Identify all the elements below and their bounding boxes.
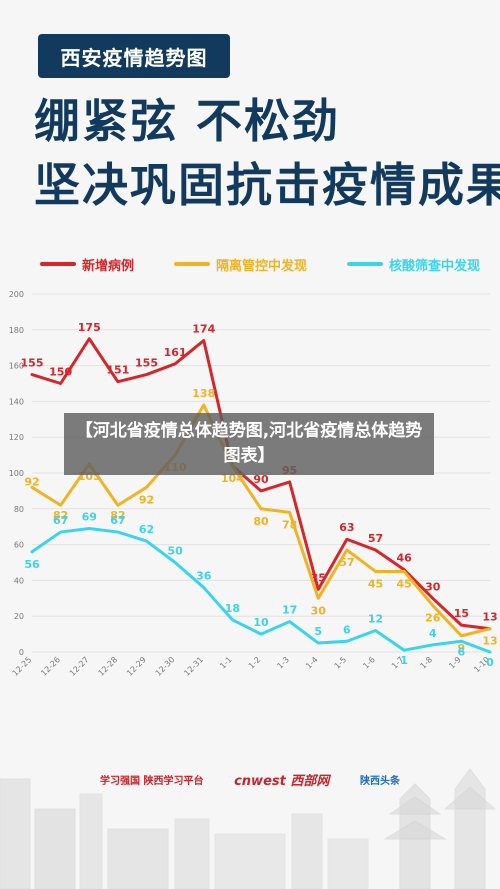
data-label: 9 xyxy=(458,642,466,655)
data-label: 5 xyxy=(314,625,322,638)
y-tick-label: 120 xyxy=(9,433,24,442)
data-label: 80 xyxy=(253,515,269,528)
data-label: 155 xyxy=(21,357,44,370)
data-label: 63 xyxy=(339,521,354,534)
legend-swatch xyxy=(40,262,76,266)
x-tick-label: 12-30 xyxy=(154,655,177,678)
data-label: 45 xyxy=(368,577,383,590)
x-tick-label: 1-6 xyxy=(361,655,377,671)
data-label: 82 xyxy=(110,509,125,522)
y-tick-label: 160 xyxy=(9,362,24,371)
x-tick-label: 1-8 xyxy=(419,655,435,671)
data-label: 92 xyxy=(139,493,154,506)
cnwest-logo: cnwest 西部网 xyxy=(234,774,330,789)
footer-logos: 学习强国 陕西学习平台 cnwest 西部网 陕西头条 xyxy=(100,770,400,789)
x-tick-label: 1-4 xyxy=(304,655,320,671)
y-tick-label: 200 xyxy=(9,290,24,299)
data-label: 138 xyxy=(192,387,215,400)
data-label: 69 xyxy=(82,510,97,523)
legend-label: 新增病例 xyxy=(82,258,135,274)
y-tick-label: 140 xyxy=(9,397,24,406)
x-tick-label: 12-31 xyxy=(182,655,205,678)
x-tick-label: 1-1 xyxy=(218,655,234,671)
data-label: 174 xyxy=(192,323,215,336)
data-label: 67 xyxy=(110,514,125,527)
x-tick-label: 1-5 xyxy=(333,655,349,671)
legend-label: 核酸筛查中发现 xyxy=(388,258,480,274)
legend-item-0: 新增病例 xyxy=(40,255,134,274)
data-label: 6 xyxy=(458,645,466,658)
data-label: 15 xyxy=(454,607,469,620)
x-tick-label: 1-2 xyxy=(247,655,263,671)
y-tick-label: 20 xyxy=(14,612,24,621)
data-label: 104 xyxy=(221,472,244,485)
data-label: 30 xyxy=(425,580,441,593)
x-tick-label: 12-29 xyxy=(125,655,148,678)
y-tick-label: 80 xyxy=(14,505,24,514)
data-label: 62 xyxy=(139,523,154,536)
data-label: 78 xyxy=(282,518,297,531)
header-tag: 西安疫情趋势图 xyxy=(38,34,230,78)
y-tick-label: 180 xyxy=(9,326,24,335)
overlay-caption: 【河北省疫情总体趋势图,河北省疫情总体趋势图表】 xyxy=(64,413,434,475)
headline-line-2: 坚决巩固抗击疫情成果 xyxy=(34,158,500,212)
data-label: 150 xyxy=(49,366,72,379)
data-label: 56 xyxy=(24,558,40,571)
x-tick-label: 1-3 xyxy=(275,655,291,671)
data-label: 92 xyxy=(24,475,39,488)
data-label: 151 xyxy=(106,364,129,377)
legend-swatch xyxy=(346,262,383,266)
y-tick-label: 100 xyxy=(9,469,24,478)
xuexi-logo: 学习强国 陕西学习平台 xyxy=(100,776,204,787)
y-tick-label: 60 xyxy=(14,541,24,550)
x-tick-label: 12-28 xyxy=(96,655,119,678)
city-skyline-illustration xyxy=(0,768,497,889)
series-line-0 xyxy=(30,337,492,631)
data-label: 12 xyxy=(368,613,383,626)
data-label: 82 xyxy=(53,509,68,522)
data-label: 161 xyxy=(164,346,187,359)
legend-item-1: 隔离管控中发现 xyxy=(173,255,307,274)
data-label: 50 xyxy=(167,545,183,558)
data-label: 10 xyxy=(253,616,269,629)
data-label: 1 xyxy=(400,654,408,667)
data-label: 45 xyxy=(396,577,411,590)
data-label: 17 xyxy=(282,604,297,617)
x-tick-label: 12-25 xyxy=(11,655,34,678)
legend-item-2: 核酸筛查中发现 xyxy=(346,255,480,274)
data-label: 13 xyxy=(482,635,497,648)
data-label: 57 xyxy=(368,532,383,545)
series-line-2 xyxy=(30,526,492,654)
data-label: 4 xyxy=(429,627,437,640)
data-label: 35 xyxy=(311,571,326,584)
legend-label: 隔离管控中发现 xyxy=(215,258,307,274)
y-tick-label: 40 xyxy=(14,576,24,585)
data-label: 30 xyxy=(311,604,327,617)
data-label: 46 xyxy=(396,552,412,565)
data-label: 13 xyxy=(482,611,497,624)
data-label: 90 xyxy=(253,473,269,486)
series-line-1 xyxy=(30,403,492,638)
data-label: 57 xyxy=(339,556,354,569)
data-label: 175 xyxy=(78,321,101,334)
headline-line-1: 绷紧弦 不松劲 xyxy=(34,94,341,148)
data-label: 0 xyxy=(486,656,494,669)
data-label: 155 xyxy=(135,357,158,370)
data-label: 36 xyxy=(196,570,212,583)
chart-legend: 新增病例 隔离管控中发现 核酸筛查中发现 xyxy=(40,252,480,276)
data-label: 26 xyxy=(425,611,441,624)
data-label: 6 xyxy=(343,623,351,636)
legend-swatch xyxy=(173,262,210,266)
y-tick-label: 0 xyxy=(19,648,24,657)
shaanxi-toutiao-logo: 陕西头条 xyxy=(359,776,400,787)
data-label: 67 xyxy=(53,514,68,527)
x-tick-label: 12-27 xyxy=(68,655,91,678)
data-label: 18 xyxy=(225,602,240,615)
x-tick-label: 12-26 xyxy=(39,655,62,678)
